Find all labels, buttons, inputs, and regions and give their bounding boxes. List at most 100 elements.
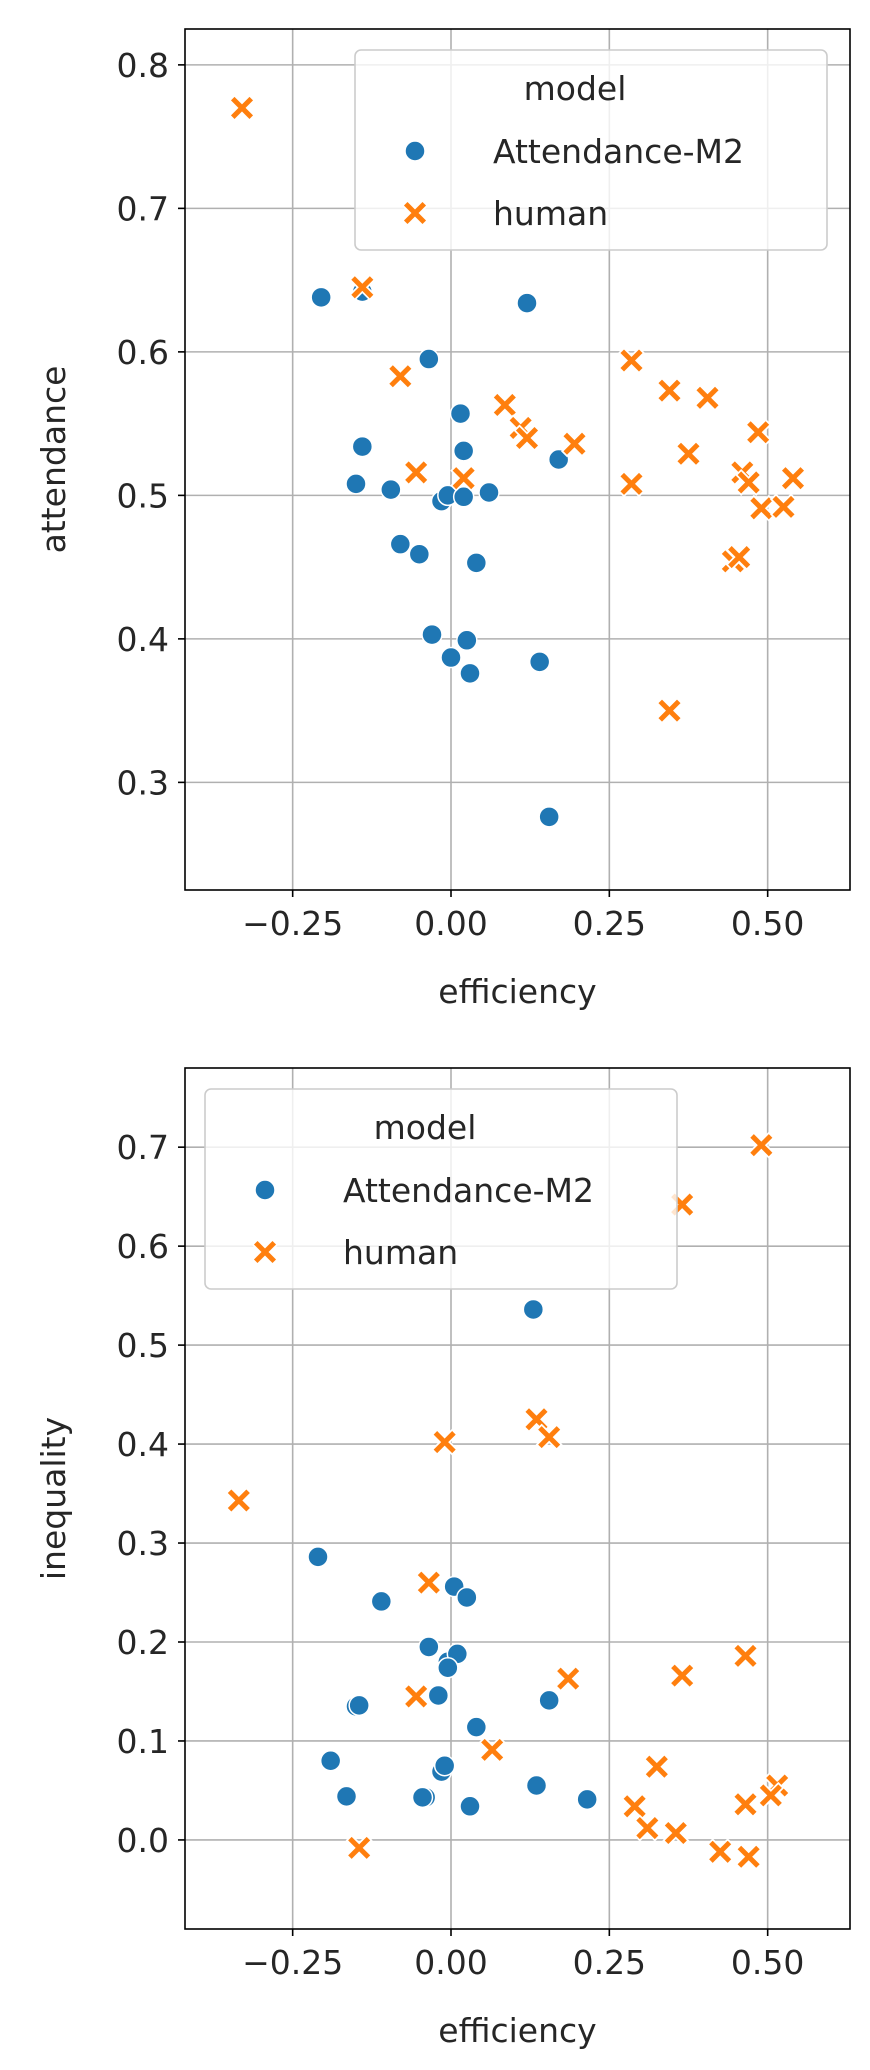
chart-2-point-1-10 [405,1685,428,1708]
chart-2-ytick-label-6: 0.6 [117,1227,169,1266]
chart-2-xtick-label-0: −0.25 [242,1943,343,1982]
chart-1-point-1-21 [728,546,751,569]
chart-1-ytick-label-5: 0.8 [117,46,169,85]
chart-2-point-0-13 [465,1716,488,1738]
chart-2-point-0-1 [307,1546,329,1568]
chart-1-legend-marker-0 [404,140,426,162]
chart-2-ytick-label-7: 0.7 [117,1128,169,1167]
chart-2-legend-marker-0 [254,1179,276,1201]
chart-1-ytick-label-1: 0.4 [117,620,169,659]
chart-2-legend-title: model [374,1108,477,1147]
chart-2-series-human [225,1131,791,1871]
chart-1-series-attendance-m2 [310,280,570,828]
chart-2-xlabel: efficiency [438,2011,596,2050]
chart-2-point-0-21 [459,1795,481,1818]
chart-2-point-0-5 [418,1636,440,1658]
chart-2-point-1-0 [750,1134,773,1157]
chart-1-point-1-14 [781,467,805,490]
chart-1-point-0-19 [440,646,462,669]
chart-1-point-0-15 [408,543,431,565]
chart-2-point-1-12 [645,1755,668,1778]
chart-2-legend-marker-1 [253,1240,277,1264]
chart-1-point-0-18 [456,629,478,652]
chart-1-xlabel: efficiency [438,972,596,1011]
chart-2-series-attendance-m2 [307,1298,598,1818]
chart-2-ytick-label-1: 0.1 [117,1722,169,1761]
chart-2-point-1-6 [417,1571,440,1594]
chart-1-point-0-8 [345,473,367,495]
chart-1-point-1-10 [747,421,770,444]
chart-2-point-1-19 [709,1840,732,1863]
chart-2-point-0-18 [525,1774,548,1797]
chart-1-ytick-label-3: 0.6 [117,333,169,372]
chart-1-point-0-22 [538,806,560,828]
chart-2-point-1-3 [538,1426,561,1449]
chart-1-point-1-16 [452,467,475,490]
chart-2-legend: model Attendance-M2 human [204,1088,678,1290]
chart-1-ylabel: attendance [34,366,73,554]
chart-1-frame [184,28,851,891]
chart-2-point-1-20 [737,1845,760,1868]
chart-2-point-0-4 [456,1586,478,1609]
chart-2-point-1-5 [227,1489,250,1512]
chart-1-legend-marker-1 [403,201,427,225]
chart-2-point-0-0 [522,1298,545,1321]
chart-2: −0.25 0.00 0.25 0.50 0.0 0.1 0.2 0.3 0.4 0.5 0.6 0.… [34,1067,851,2050]
chart-1-xtick-label-1: 0.00 [414,904,487,943]
chart-1-point-1-9 [696,386,719,409]
chart-1-point-0-14 [389,533,412,555]
chart-1-legend-box [354,49,828,251]
chart-2-point-1-7 [557,1667,580,1690]
chart-1-legend-title: model [524,69,627,108]
chart-2-legend-label-1: human [343,1233,458,1272]
chart-1-point-0-13 [478,481,500,504]
chart-2-point-1-15 [664,1821,687,1845]
chart-2-frame [184,1067,851,1930]
chart-2-point-0-15 [335,1785,358,1808]
chart-1-point-0-9 [380,478,402,501]
chart-1-point-1-11 [677,442,700,465]
chart-1-point-1-7 [620,349,643,372]
chart-1-point-1-15 [405,461,428,484]
chart-1-point-1-1 [351,276,374,299]
chart-2-point-0-2 [370,1590,393,1613]
chart-1-point-1-6 [563,432,586,455]
chart-1-point-0-17 [421,623,443,646]
chart-1-ytick-label-4: 0.7 [117,189,169,228]
chart-2-legend-box [204,1088,678,1290]
chart-2-point-1-17 [759,1784,782,1807]
chart-1-xtick-label-2: 0.25 [573,904,646,943]
chart-1-point-1-8 [658,379,681,402]
chart-1-legend: model Attendance-M2 human [354,49,828,251]
chart-2-xtick-label-3: 0.50 [731,1943,804,1982]
chart-2-point-1-18 [734,1793,757,1816]
chart-1-point-1-2 [389,365,412,388]
chart-2-ytick-label-4: 0.4 [117,1425,169,1464]
chart-2-point-1-14 [636,1817,659,1840]
chart-1-point-1-19 [772,495,795,518]
chart-1-point-0-21 [459,662,481,685]
chart-2-point-0-12 [348,1694,370,1717]
chart-2-ytick-label-3: 0.3 [117,1524,169,1563]
chart-1-point-0-20 [528,651,551,673]
chart-2-point-1-11 [481,1738,504,1761]
chart-2-ytick-label-2: 0.2 [117,1623,169,1662]
chart-1-xtick-label-3: 0.50 [731,904,804,943]
chart-2-ytick-label-0: 0.0 [117,1821,169,1860]
chart-1: −0.25 0.00 0.25 0.50 0.3 0.4 0.5 0.6 0.7 0.8 effic… [34,28,851,1011]
chart-1-legend-label-1: human [493,194,608,233]
chart-1-point-1-17 [620,472,643,495]
chart-2-point-0-9 [427,1684,450,1707]
chart-2-point-1-13 [623,1795,646,1818]
chart-1-point-0-3 [418,348,440,370]
chart-1-legend-label-0: Attendance-M2 [493,132,744,171]
chart-2-xtick-label-2: 0.25 [573,1943,646,1982]
chart-1-point-0-5 [452,440,475,462]
chart-1-point-0-4 [449,402,472,425]
chart-2-point-1-8 [671,1664,694,1687]
chart-2-point-0-10 [538,1689,560,1712]
chart-2-point-0-20 [576,1788,598,1811]
chart-1-point-1-3 [493,393,516,417]
chart-2-xtick-label-1: 0.00 [414,1943,487,1982]
